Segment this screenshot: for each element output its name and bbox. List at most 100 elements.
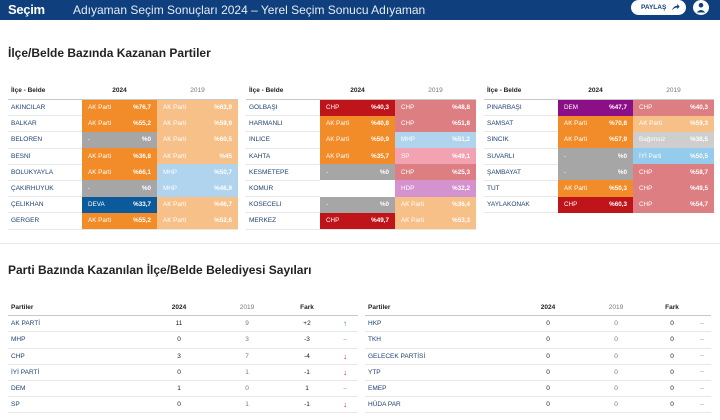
district-name[interactable]: GERGER [11, 217, 40, 225]
party-name: HDP [401, 185, 415, 193]
result-2024-cell: - %0 [558, 164, 633, 181]
party-name: SP [11, 401, 20, 409]
district-row[interactable]: ÇELİKHAN DEVA %33,7 AK Parti %46,7 [8, 196, 238, 214]
district-name[interactable]: ŞAMBAYAT [487, 168, 521, 176]
count-2024: 0 [177, 401, 181, 409]
district-name[interactable]: HARMANLI [249, 120, 283, 128]
district-row[interactable]: SİNCİK AK Parti %57,9 Bağımsız %38,5 [484, 131, 714, 149]
party-name: HKP [368, 320, 382, 328]
district-row[interactable]: ŞAMBAYAT - %0 CHP %58,7 [484, 164, 714, 181]
district-row[interactable]: KESMETEPE - %0 CHP %25,3 [246, 164, 476, 181]
district-name[interactable]: KÖSECELİ [249, 201, 282, 209]
result-2024-cell: DEM %47,7 [558, 99, 633, 116]
result-2019-cell: CHP %51,8 [395, 115, 476, 132]
party-row: GELECEK PARTİSİ 0 0 0 – [365, 349, 711, 365]
district-row[interactable]: BESNİ AK Parti %36,8 AK Parti %45 [8, 148, 238, 165]
party-name: AK Parti [401, 217, 425, 225]
district-row[interactable]: GERGER AK Parti %55,2 AK Parti %52,6 [8, 212, 238, 230]
district-name[interactable]: SİNCİK [487, 136, 509, 144]
winners-table-col-2: İlçe - Belde 2024 2019 GÖLBAŞI CHP %40,3 CHP %4… [246, 82, 476, 230]
count-diff: 0 [670, 320, 674, 328]
district-row[interactable]: KÖMÜR HDP %32,2 [246, 180, 476, 198]
result-2019-cell: AK Parti %60,5 [157, 131, 238, 149]
district-name[interactable]: BESNİ [11, 152, 31, 160]
vote-share: %0 [379, 201, 389, 209]
party-name: İYİ Parti [639, 152, 662, 160]
party-name: AK Parti [564, 136, 588, 144]
district-row[interactable]: BELÖREN - %0 AK Parti %60,5 [8, 131, 238, 149]
vote-share: %58,7 [690, 168, 708, 176]
vote-share: %33,7 [133, 201, 151, 209]
count-2019: 1 [245, 368, 249, 376]
count-2019: 1 [245, 401, 249, 409]
district-row[interactable]: PINARBAŞI DEM %47,7 CHP %40,3 [484, 99, 714, 117]
vote-share: %38,5 [690, 136, 708, 144]
district-name[interactable]: MERKEZ [249, 217, 277, 225]
district-row[interactable]: GÖLBAŞI CHP %40,3 CHP %48,8 [246, 99, 476, 117]
district-name[interactable]: ÇAKIRHÜYÜK [11, 185, 54, 193]
district-name[interactable]: PINARBAŞI [487, 104, 522, 112]
district-name[interactable]: BÖLÜKYAYLA [11, 168, 54, 176]
share-arrow-icon [671, 3, 680, 11]
district-row[interactable]: HARMANLI AK Parti %40,8 CHP %51,8 [246, 115, 476, 133]
result-2024-cell: AK Parti %40,8 [320, 115, 395, 132]
result-2024-cell: AK Parti %76,7 [82, 99, 157, 116]
district-name[interactable]: GÖLBAŞI [249, 104, 278, 112]
result-2024-cell: - %0 [320, 196, 395, 213]
district-name[interactable]: YAYLAKONAK [487, 201, 530, 209]
district-name[interactable]: KAHTA [249, 152, 271, 160]
header-diff: Fark [300, 304, 314, 312]
party-name: AK PARTİ [11, 320, 41, 328]
district-row[interactable]: BALKAR AK Parti %55,2 AK Parti %59,9 [8, 115, 238, 133]
party-counts-header: Partiler 2024 2019 Fark [365, 300, 711, 317]
district-name[interactable]: KESMETEPE [249, 168, 289, 176]
result-2019-cell: AK Parti %59,3 [633, 115, 714, 132]
trend-flat-icon: – [343, 385, 347, 392]
district-name[interactable]: BALKAR [11, 120, 37, 128]
district-row[interactable]: MERKEZ CHP %49,7 AK Parti %53,3 [246, 212, 476, 230]
result-2019-cell: AK Parti %36,4 [395, 196, 476, 213]
district-row[interactable]: SAMSAT AK Parti %70,8 AK Parti %59,3 [484, 115, 714, 133]
result-2019-cell: AK Parti %45 [157, 148, 238, 165]
district-name[interactable]: TUT [487, 185, 500, 193]
party-name: AK Parti [326, 152, 350, 160]
share-button[interactable]: PAYLAŞ [631, 0, 686, 15]
district-name[interactable]: SAMSAT [487, 120, 514, 128]
district-name[interactable]: AKINCILAR [11, 104, 46, 112]
district-row[interactable]: ÇAKIRHÜYÜK - %0 MHP %46,9 [8, 180, 238, 198]
district-name[interactable]: SUVARLI [487, 152, 515, 160]
brand-logo[interactable]: Seçim [8, 2, 45, 17]
vote-share: %70,8 [609, 120, 627, 128]
party-name: AK Parti [163, 217, 187, 225]
result-2019-cell: MHP %46,9 [157, 180, 238, 197]
party-name: AK Parti [88, 120, 112, 128]
party-name: AK Parti [88, 152, 112, 160]
district-name[interactable]: KÖMÜR [249, 185, 274, 193]
party-name: AK Parti [88, 168, 112, 176]
district-row[interactable]: SUVARLI - %0 İYİ Parti %50,5 [484, 148, 714, 165]
district-name[interactable]: BELÖREN [11, 136, 43, 144]
district-row[interactable]: AKINCILAR AK Parti %76,7 AK Parti %63,9 [8, 99, 238, 117]
district-row[interactable]: TUT AK Parti %50,3 CHP %49,5 [484, 180, 714, 198]
user-account-button[interactable] [693, 0, 709, 15]
district-row[interactable]: İNLİCE AK Parti %50,9 MHP %51,2 [246, 131, 476, 149]
district-row[interactable]: YAYLAKONAK CHP %60,3 CHP %54,7 [484, 196, 714, 214]
district-name[interactable]: ÇELİKHAN [11, 201, 44, 209]
party-name: - [564, 168, 567, 176]
vote-share: %55,2 [133, 120, 151, 128]
count-2019: 7 [245, 352, 249, 360]
district-name[interactable]: İNLİCE [249, 136, 270, 144]
trend-down-icon: ↓ [343, 400, 347, 410]
vote-share: %50,7 [214, 168, 232, 176]
header-2024: 2024 [350, 87, 365, 94]
district-row[interactable]: KÖSECELİ - %0 AK Parti %36,4 [246, 196, 476, 214]
vote-share: %0 [379, 168, 389, 176]
vote-share: %50,5 [690, 152, 708, 160]
user-icon [696, 2, 706, 13]
result-2024-cell: - %0 [82, 131, 157, 149]
district-row[interactable]: KAHTA AK Parti %35,7 SP %49,1 [246, 148, 476, 165]
count-2024: 0 [177, 336, 181, 344]
vote-share: %0 [617, 168, 627, 176]
header-place: İlçe - Belde [487, 87, 522, 94]
district-row[interactable]: BÖLÜKYAYLA AK Parti %66,1 MHP %50,7 [8, 164, 238, 181]
